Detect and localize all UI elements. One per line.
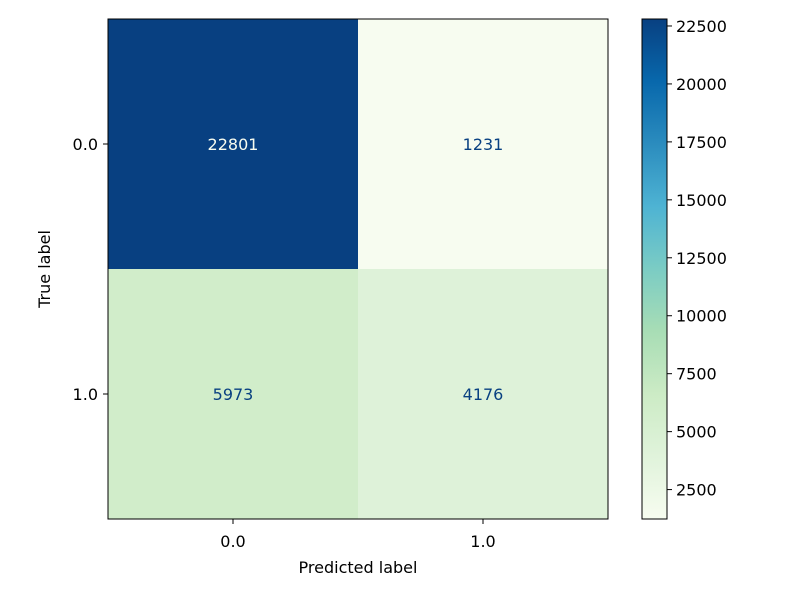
heatmap-cells (108, 19, 608, 519)
cell-value-label: 1231 (463, 135, 504, 154)
cell-value-label: 5973 (213, 385, 254, 404)
colorbar-tick-label: 10000 (676, 307, 727, 326)
colorbar-tick-label: 7500 (676, 365, 717, 384)
cell-value-label: 22801 (208, 135, 259, 154)
heatmap-cell-labels: 22801 1231 5973 4176 (208, 135, 504, 404)
y-axis-ticks: 0.0 1.0 (73, 135, 108, 404)
y-tick-label: 1.0 (73, 385, 98, 404)
colorbar-tick-label: 17500 (676, 133, 727, 152)
colorbar-tick-label: 5000 (676, 423, 717, 442)
colorbar-tick-label: 2500 (676, 481, 717, 500)
colorbar-tick-label: 22500 (676, 17, 727, 36)
colorbar-ticks: 2500 5000 7500 10000 12500 15000 17500 20000 225… (667, 17, 727, 500)
colorbar-tick-label: 15000 (676, 191, 727, 210)
colorbar (641, 18, 668, 520)
x-tick-label: 1.0 (470, 532, 495, 551)
colorbar-tick-label: 20000 (676, 75, 727, 94)
x-axis-ticks: 0.0 1.0 (220, 519, 496, 551)
x-axis-label: Predicted label (299, 558, 418, 577)
heatmap-cell (108, 269, 358, 519)
colorbar-tick-label: 12500 (676, 249, 727, 268)
plot-frame (107, 18, 609, 520)
y-tick-label: 0.0 (73, 135, 98, 154)
x-tick-label: 0.0 (220, 532, 245, 551)
heatmap-cell (358, 19, 608, 269)
heatmap-cell (108, 19, 358, 269)
y-axis-label: True label (35, 230, 54, 309)
heatmap-cell (358, 269, 608, 519)
cell-value-label: 4176 (463, 385, 504, 404)
